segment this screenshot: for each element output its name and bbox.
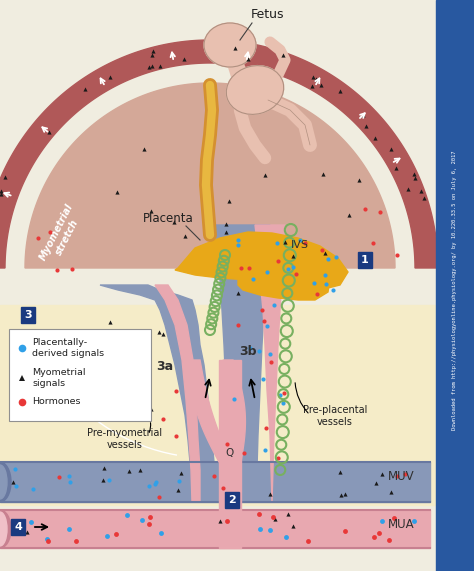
Bar [0,510,430,548]
Polygon shape [219,510,241,548]
Polygon shape [255,225,285,502]
Polygon shape [238,260,330,300]
Polygon shape [100,285,215,502]
Ellipse shape [226,66,284,114]
Text: MUA: MUA [388,518,415,531]
Ellipse shape [0,465,7,499]
Text: Q: Q [226,448,234,458]
Text: IVS: IVS [291,240,309,250]
Bar [0,305,435,505]
Text: 3a: 3a [156,360,173,373]
Bar [436,0,474,571]
Text: Hormones: Hormones [32,397,81,407]
Polygon shape [190,360,231,462]
Polygon shape [175,232,348,290]
Ellipse shape [204,23,256,67]
Polygon shape [219,360,241,510]
Text: 2: 2 [228,495,236,505]
Text: 1: 1 [361,255,369,265]
Text: Fetus: Fetus [251,8,285,21]
Polygon shape [215,225,270,502]
Text: MUV: MUV [388,470,415,483]
Text: Placenta: Placenta [143,212,193,225]
Polygon shape [0,40,438,268]
Text: Pre-placental
vessels: Pre-placental vessels [303,405,367,427]
FancyBboxPatch shape [9,329,151,421]
Text: Downloaded from http://physiologyonline.physiology.org/ by 10.220.33.5 on July 6: Downloaded from http://physiologyonline.… [453,150,457,430]
Text: 3b: 3b [239,345,257,358]
Polygon shape [155,285,200,502]
Text: Myometrial
signals: Myometrial signals [32,368,85,388]
Text: Pre-myometrial
vessels: Pre-myometrial vessels [87,428,163,450]
Ellipse shape [0,510,11,548]
Ellipse shape [0,512,7,546]
Text: 3: 3 [24,310,32,320]
Text: Myometrial
stretch: Myometrial stretch [38,202,86,268]
Polygon shape [223,360,246,462]
Text: 4: 4 [14,522,22,532]
Text: Placentally-
derived signals: Placentally- derived signals [32,338,104,357]
Bar [0,462,430,502]
Ellipse shape [0,462,11,502]
Polygon shape [25,83,395,268]
